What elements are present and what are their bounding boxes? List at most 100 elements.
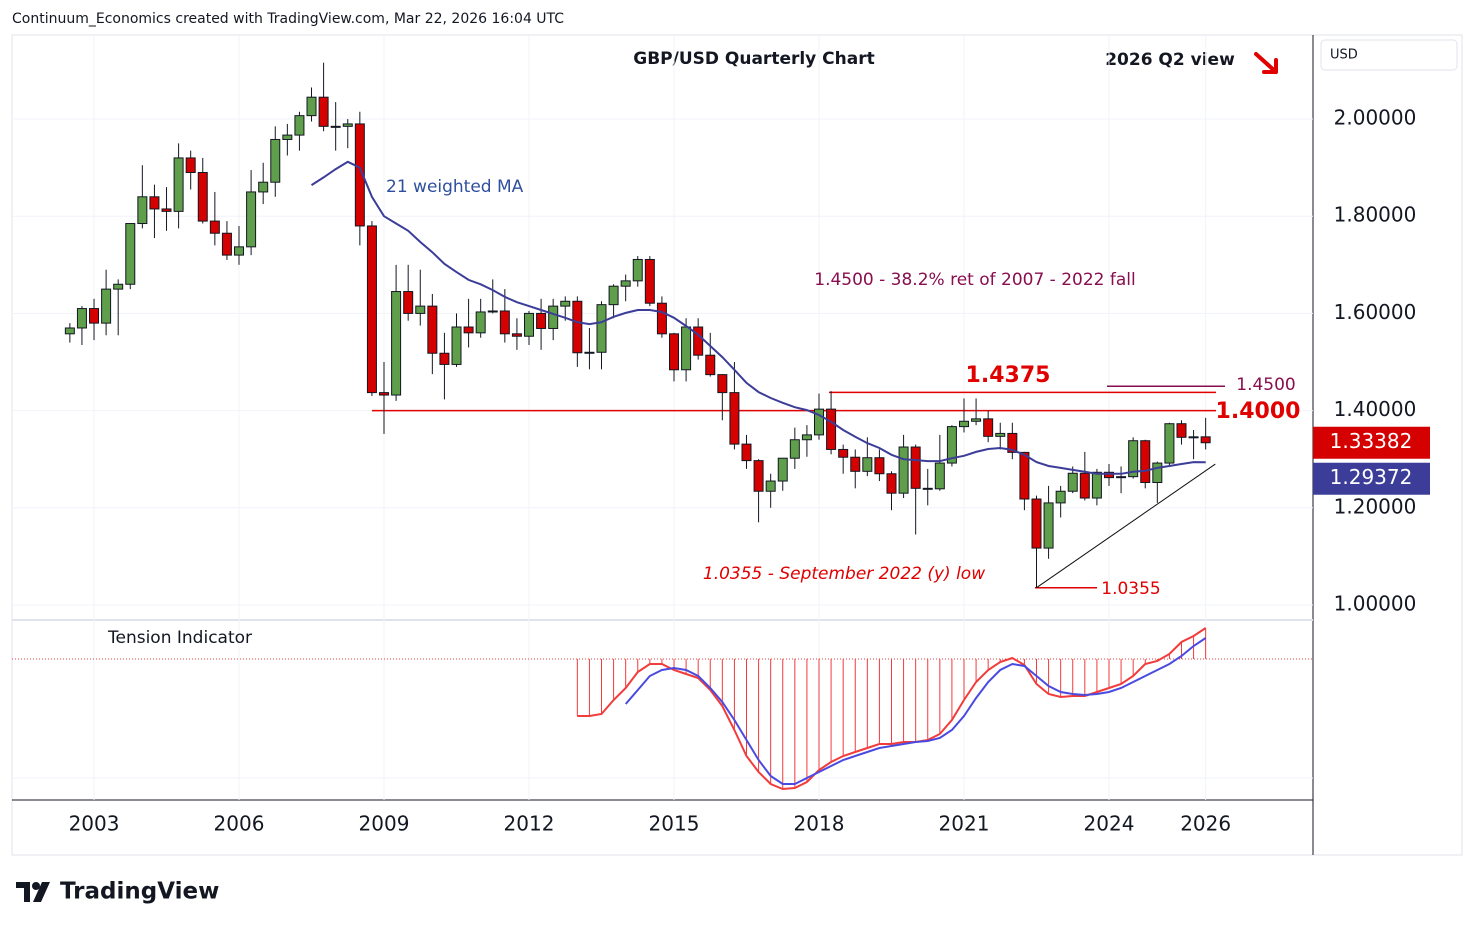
- candle-body: [548, 305, 559, 329]
- candle-body: [983, 418, 994, 437]
- y-tick-label: 1.40000: [1334, 397, 1417, 421]
- candle-body: [620, 280, 631, 287]
- candle-body: [1019, 451, 1030, 500]
- candle-body: [499, 310, 510, 335]
- candle-body: [439, 352, 450, 365]
- x-tick-label: 2021: [939, 812, 990, 836]
- annotation: 1.0355 - September 2022 (y) low: [703, 564, 985, 584]
- candle-body: [270, 138, 281, 183]
- candle-body: [1055, 490, 1066, 504]
- candle-body: [161, 208, 172, 212]
- candle-body: [995, 432, 1006, 437]
- price-label-box: [1313, 462, 1430, 495]
- candle-body: [946, 426, 957, 464]
- currency-label: USD: [1330, 48, 1358, 63]
- candle-body: [1067, 472, 1078, 492]
- y-tick-label: 2.00000: [1334, 106, 1417, 130]
- candle-body: [173, 157, 184, 212]
- candle-body: [777, 457, 788, 482]
- candle-body: [717, 374, 728, 394]
- candle-body: [524, 312, 535, 337]
- candle-body: [1116, 476, 1127, 479]
- candle-body: [487, 310, 498, 313]
- candles: [64, 62, 1211, 588]
- candle-body: [221, 232, 232, 256]
- candle-body: [1103, 471, 1114, 479]
- x-tick-label: 2026: [1180, 812, 1231, 836]
- candle-body: [306, 96, 317, 117]
- frame: [11, 34, 1463, 856]
- price-label: 1.33382: [1330, 429, 1413, 453]
- candle-body: [898, 446, 909, 494]
- candle-body: [403, 291, 414, 314]
- view-arrow: [1254, 52, 1278, 74]
- candle-body: [463, 326, 474, 334]
- x-tick-label: 2018: [794, 812, 845, 836]
- indicator-line: [577, 627, 1207, 791]
- annotation: 1.4500 - 38.2% ret of 2007 - 2022 fall: [814, 270, 1136, 290]
- candle-body: [644, 258, 655, 304]
- y-tick-label: 1.20000: [1334, 494, 1417, 518]
- candle-body: [1152, 462, 1163, 483]
- candle-body: [1140, 440, 1151, 483]
- y-tick-label: 1.00000: [1334, 591, 1417, 615]
- x-tick-label: 2003: [69, 812, 120, 836]
- ma-line: [310, 160, 1206, 475]
- candle-body: [113, 283, 124, 290]
- candle-body: [1200, 436, 1211, 444]
- candle-body: [850, 456, 861, 472]
- candle-body: [1007, 432, 1018, 453]
- candle-body: [427, 305, 438, 354]
- level-label: 1.4375: [966, 363, 1051, 388]
- candle-body: [826, 408, 837, 450]
- candle-body: [330, 125, 341, 128]
- candle-body: [89, 308, 100, 324]
- candle-body: [1176, 423, 1187, 438]
- credit: Continuum_Economics created with Trading…: [12, 11, 564, 27]
- price-label: 1.29372: [1330, 465, 1413, 489]
- y-tick-label: 1.60000: [1334, 300, 1417, 324]
- candle-body: [149, 196, 160, 210]
- candle-body: [813, 408, 824, 436]
- candle-body: [656, 302, 667, 335]
- candle-body: [874, 457, 885, 475]
- candle-body: [76, 308, 87, 329]
- candle-body: [934, 462, 945, 490]
- candle-body: [741, 443, 752, 462]
- candle-body: [971, 418, 982, 422]
- candle-body: [910, 446, 921, 489]
- chart-title: GBP/USD Quarterly Chart: [633, 49, 875, 69]
- candle-body: [282, 134, 293, 140]
- candle-body: [862, 457, 873, 472]
- candle-body: [101, 288, 112, 324]
- candle-body: [366, 225, 377, 394]
- candle-body: [789, 439, 800, 459]
- candle-body: [705, 354, 716, 376]
- candle-body: [1091, 471, 1102, 499]
- x-tick-label: 2012: [504, 812, 555, 836]
- candle-body: [1128, 440, 1139, 478]
- candle-body: [632, 258, 643, 282]
- currency-box: [1320, 39, 1458, 71]
- price-label-box: [1313, 426, 1430, 459]
- candle-body: [1164, 423, 1175, 464]
- level-label: 1.4000: [1216, 399, 1301, 424]
- candle-body: [729, 392, 740, 445]
- candle-body: [765, 480, 776, 492]
- candle-body: [209, 220, 220, 234]
- candle-body: [958, 420, 969, 428]
- candle-body: [536, 312, 547, 329]
- x-tick-label: 2009: [359, 812, 410, 836]
- candle-body: [511, 333, 522, 337]
- candle-body: [354, 123, 365, 227]
- candle-body: [342, 123, 353, 127]
- candle-body: [318, 96, 329, 127]
- indicator-title: Tension Indicator: [107, 628, 252, 648]
- x-tick-label: 2024: [1084, 812, 1135, 836]
- candle-body: [584, 351, 595, 354]
- y-tick-label: 1.80000: [1334, 203, 1417, 227]
- candle-body: [1079, 472, 1090, 499]
- trendline: [1036, 463, 1216, 589]
- brand: TradingView: [60, 879, 219, 905]
